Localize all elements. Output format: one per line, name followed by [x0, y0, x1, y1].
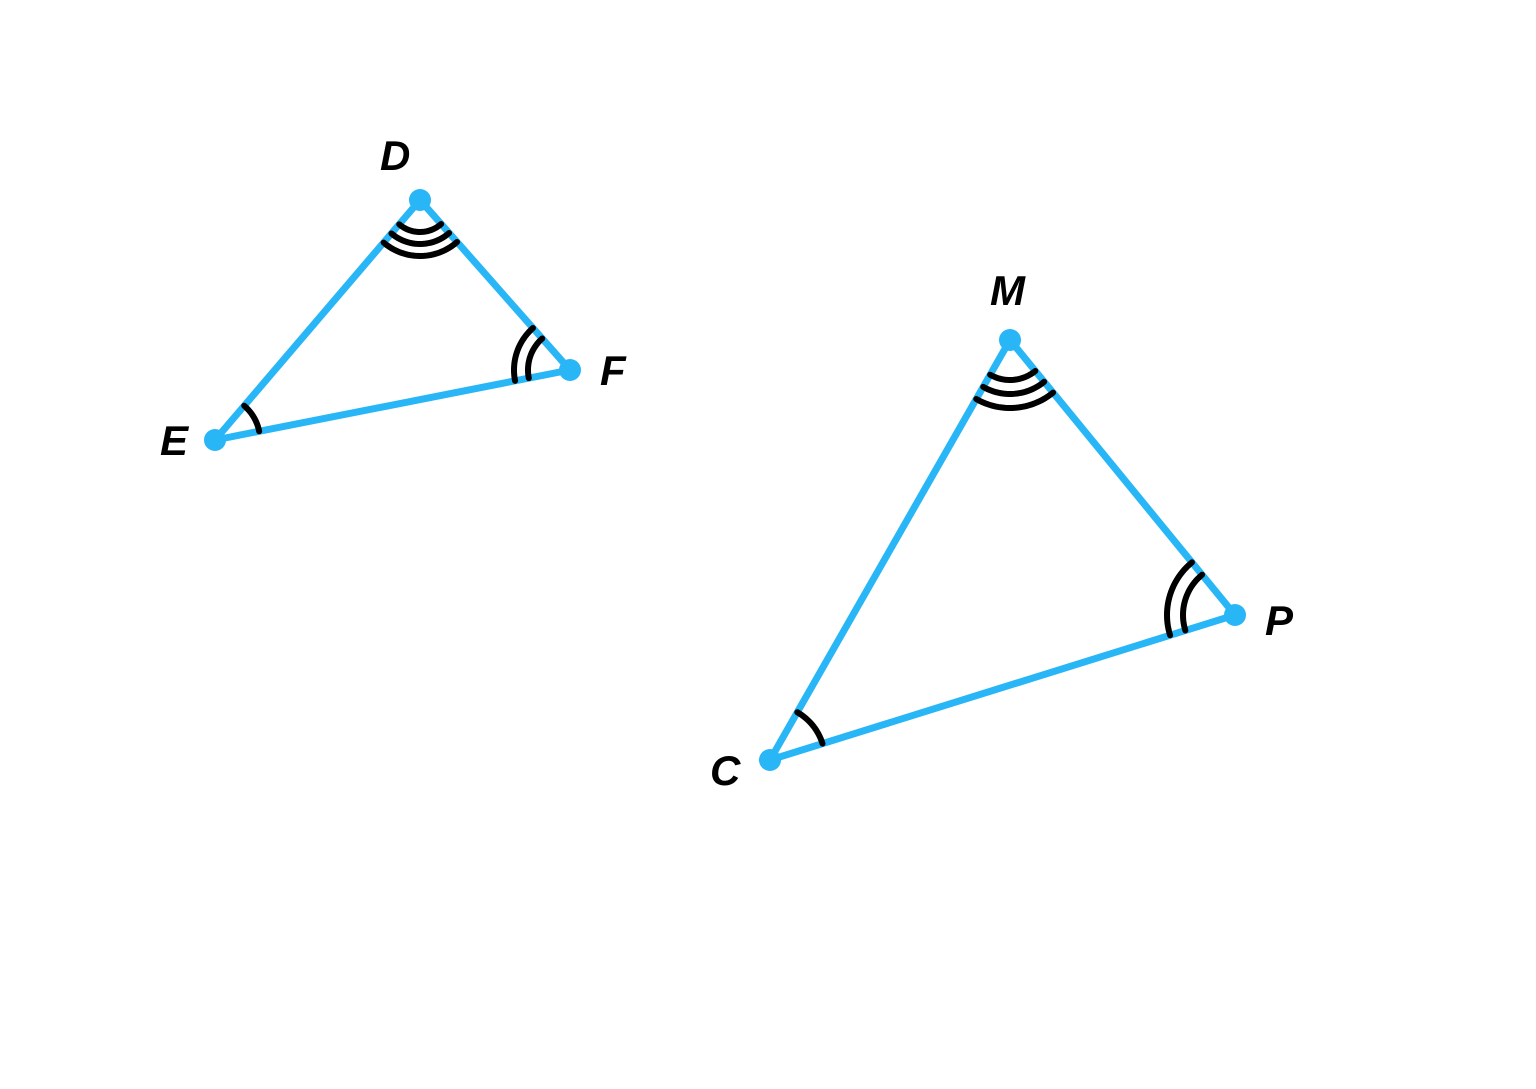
triangle1-vertex-F: [559, 359, 581, 381]
triangle2-label-M: M: [990, 267, 1026, 314]
triangle2-vertex-M: [999, 329, 1021, 351]
triangle2-vertex-C: [759, 749, 781, 771]
angle-arc: [244, 406, 259, 432]
triangle1-label-E: E: [160, 417, 190, 464]
angle-arc: [528, 339, 542, 379]
triangle1-label-F: F: [600, 347, 627, 394]
geometry-diagram: D E F M C P: [0, 0, 1536, 1089]
triangle2-label-C: C: [710, 747, 741, 794]
angle-arc: [1183, 575, 1202, 631]
angle-arc: [983, 382, 1044, 394]
triangle2-vertex-P: [1224, 604, 1246, 626]
angle-arc: [399, 224, 441, 232]
triangle1-vertex-D: [409, 189, 431, 211]
triangle2-label-P: P: [1265, 597, 1294, 644]
triangle1-label-D: D: [380, 132, 410, 179]
angle-arc: [990, 371, 1035, 380]
angle-arc: [797, 712, 822, 743]
triangle1-vertex-E: [204, 429, 226, 451]
